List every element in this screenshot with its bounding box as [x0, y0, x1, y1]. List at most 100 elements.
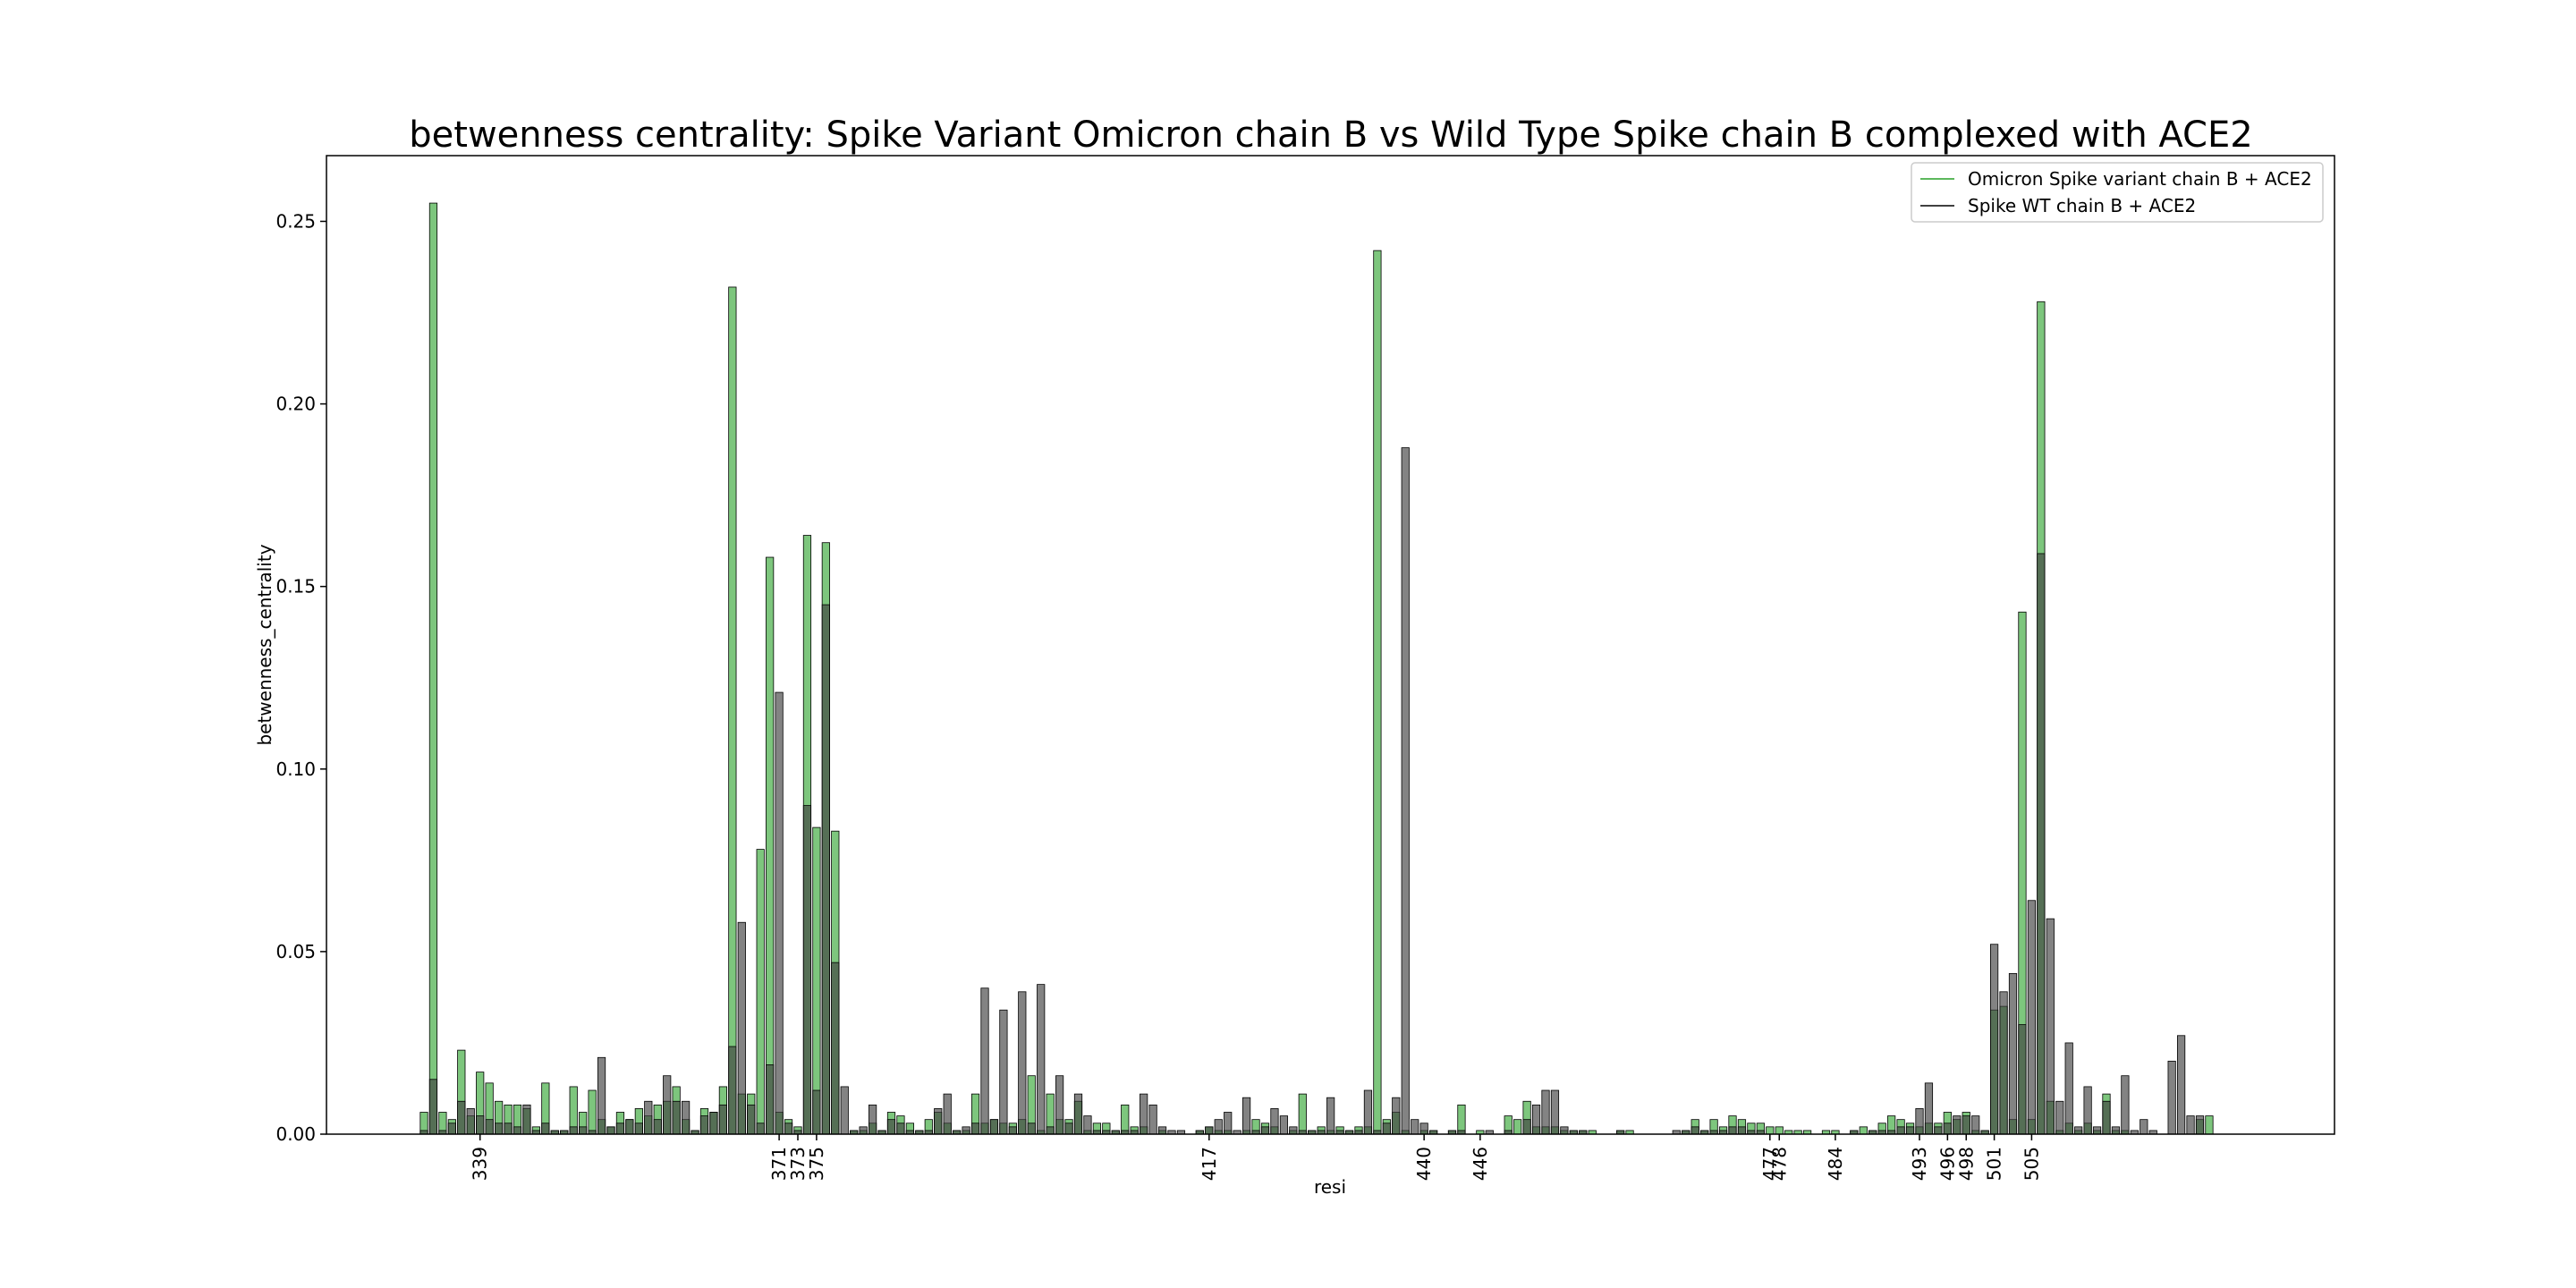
wt-bar: [756, 1123, 765, 1135]
wt-bar: [896, 1123, 905, 1135]
wt-bar: [737, 921, 746, 1135]
y-tick-label: 0.05: [275, 941, 316, 962]
x-tick-label: 496: [1936, 1147, 1958, 1181]
omicron-bar: [812, 826, 821, 1135]
wt-bar: [1157, 1126, 1167, 1135]
wt-bar: [579, 1126, 588, 1135]
wt-bar: [2167, 1060, 2176, 1135]
wt-bar: [2140, 1119, 2148, 1135]
legend-omicron-label: Omicron Spike variant chain B + ACE2: [1968, 168, 2312, 190]
wt-bar: [672, 1100, 681, 1135]
omicron-bar: [1513, 1119, 1522, 1135]
wt-bar: [1224, 1112, 1233, 1135]
wt-bar: [2018, 1024, 2027, 1135]
wt-bar: [2111, 1126, 2121, 1135]
wt-bar: [2176, 1035, 2186, 1135]
wt-bar: [2195, 1115, 2205, 1135]
wt-bar: [1008, 1126, 1017, 1135]
wt-bar: [1896, 1126, 1905, 1135]
x-tick-label: 339: [470, 1147, 491, 1181]
wt-bar: [663, 1075, 672, 1135]
wt-bar: [1214, 1119, 1223, 1135]
wt-bar: [653, 1119, 662, 1135]
wt-bar: [1260, 1126, 1270, 1135]
wt-bar: [1083, 1115, 1092, 1135]
plot-area-frame: [326, 155, 2335, 1135]
omicron-bar: [428, 202, 438, 1135]
wt-bar: [541, 1123, 550, 1135]
wt-bar: [1363, 1089, 1373, 1135]
wt-bar: [1046, 1126, 1055, 1135]
wt-bar: [682, 1100, 691, 1135]
wt-bar: [447, 1123, 456, 1135]
wt-bar: [2121, 1075, 2130, 1135]
wt-bar: [1205, 1126, 1214, 1135]
y-tick-label: 0.10: [275, 758, 316, 780]
wt-bar: [934, 1108, 943, 1135]
y-tick-label: 0.15: [275, 576, 316, 597]
wt-bar: [2055, 1100, 2064, 1135]
wt-bar: [644, 1100, 653, 1135]
omicron-bar: [1859, 1126, 1868, 1135]
x-tick-label: 501: [1984, 1147, 2005, 1181]
wt-bar: [1728, 1126, 1737, 1135]
y-tick-label: 0.25: [275, 210, 316, 232]
wt-bar: [1737, 1126, 1747, 1135]
wt-bar: [1943, 1123, 1952, 1135]
y-tick-label: 0.00: [275, 1123, 316, 1145]
wt-bar: [1560, 1126, 1569, 1135]
wt-bar: [1989, 944, 1999, 1135]
omicron-bar: [1121, 1104, 1130, 1135]
wt-bar: [1270, 1108, 1279, 1135]
x-tick-label: 375: [806, 1147, 827, 1181]
wt-bar: [747, 1104, 756, 1135]
wt-bar: [428, 1079, 438, 1135]
wt-bar: [1027, 1123, 1036, 1135]
wt-bar: [1999, 991, 2008, 1135]
wt-bar: [784, 1123, 793, 1135]
wt-bar: [569, 1126, 578, 1135]
omicron-bar: [728, 286, 737, 1135]
omicron-bar: [766, 556, 775, 1135]
wt-bar: [859, 1126, 868, 1135]
wt-bar: [513, 1126, 522, 1135]
x-tick-label: 446: [1470, 1147, 1491, 1181]
y-axis-label: betwenness_centrality: [254, 544, 275, 745]
wt-bar: [485, 1119, 494, 1135]
wt-bar: [1037, 984, 1046, 1135]
wt-bar: [1905, 1126, 1915, 1135]
wt-bar: [1279, 1115, 1288, 1135]
wt-bar: [1401, 447, 1410, 1135]
x-tick-label: 478: [1768, 1147, 1790, 1181]
wt-bar: [1962, 1115, 1970, 1135]
x-tick-label: 417: [1199, 1147, 1220, 1181]
wt-bar: [821, 604, 830, 1135]
wt-bar: [615, 1123, 625, 1135]
wt-bar: [2083, 1086, 2092, 1135]
legend-wt-label: Spike WT chain B + ACE2: [1968, 195, 2196, 216]
wt-bar: [2102, 1100, 2111, 1135]
x-tick-label: 484: [1825, 1147, 1846, 1181]
wt-bar: [2037, 553, 2046, 1135]
wt-bar: [1411, 1119, 1419, 1135]
wt-bar: [1326, 1097, 1335, 1135]
wt-bar: [766, 1064, 775, 1135]
wt-bar: [831, 962, 840, 1135]
wt-bar: [1541, 1089, 1550, 1135]
x-tick-label: 440: [1413, 1147, 1435, 1181]
wt-bar: [1382, 1123, 1391, 1135]
wt-bar: [2074, 1126, 2083, 1135]
omicron-bar: [756, 849, 765, 1135]
wt-bar: [1392, 1097, 1401, 1135]
wt-bar: [466, 1108, 475, 1135]
wt-bar: [634, 1123, 643, 1135]
wt-bar: [775, 691, 784, 1135]
wt-bar: [970, 1123, 980, 1135]
wt-bar: [495, 1123, 504, 1135]
omicron-bar: [588, 1089, 597, 1135]
wt-bar: [718, 1104, 728, 1135]
wt-bar: [2027, 900, 2036, 1135]
wt-bar: [709, 1112, 718, 1135]
